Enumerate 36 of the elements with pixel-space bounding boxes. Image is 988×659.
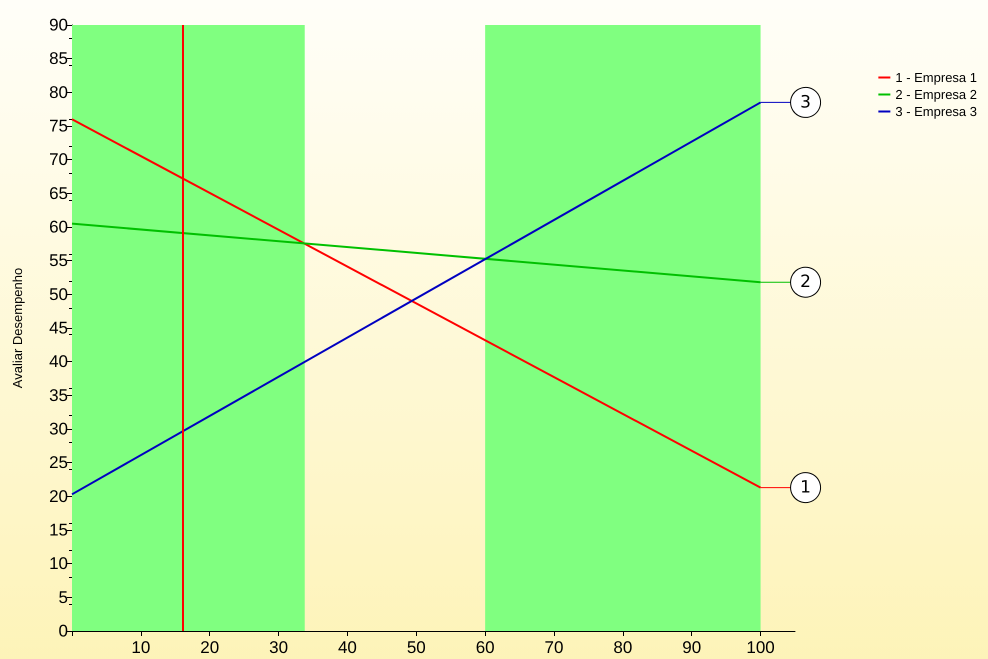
legend-label: 3 - Empresa 3 — [895, 104, 978, 119]
x-tick-label: 10 — [131, 638, 150, 657]
y-tick-label: 85 — [49, 49, 68, 68]
y-tick-label: 35 — [49, 386, 68, 405]
y-tick-label: 60 — [49, 218, 68, 236]
y-tick-label: 50 — [49, 284, 68, 304]
x-tick-label: 20 — [200, 638, 220, 657]
x-tick-label: 40 — [338, 638, 357, 657]
y-tick-label: 0 — [58, 622, 68, 640]
y-tick-label: 55 — [49, 251, 68, 270]
x-tick-label: 50 — [406, 638, 426, 657]
y-tick-label: 20 — [49, 486, 68, 506]
y-tick-label: 70 — [49, 150, 68, 170]
y-tick-label: 80 — [49, 82, 68, 102]
y-tick-label: 90 — [49, 16, 68, 34]
y-tick-label: 10 — [49, 554, 68, 574]
x-tick-label: 100 — [746, 638, 775, 657]
text: 2 — [800, 272, 811, 292]
legend-label: 1 - Empresa 1 — [895, 70, 978, 85]
legend-label: 2 - Empresa 2 — [895, 87, 978, 102]
y-axis-title: Avaliar Desempenho — [10, 268, 25, 388]
x-tick-label: 30 — [269, 638, 288, 657]
x-tick-label: 90 — [682, 638, 702, 657]
y-tick-label: 25 — [49, 453, 68, 472]
y-tick-label: 45 — [49, 318, 68, 338]
y-tick-label: 40 — [49, 352, 68, 372]
y-tick-label: 5 — [58, 588, 68, 607]
y-tick-label: 65 — [49, 184, 68, 203]
y-tick-label: 30 — [49, 420, 68, 438]
x-tick-label: 70 — [544, 638, 564, 657]
y-tick-label: 15 — [49, 520, 68, 540]
x-tick-label: 80 — [613, 638, 632, 657]
text: 1 — [800, 478, 811, 498]
x-tick-label: 60 — [476, 638, 495, 657]
y-tick-label: 75 — [49, 116, 68, 136]
text: 3 — [800, 92, 811, 112]
